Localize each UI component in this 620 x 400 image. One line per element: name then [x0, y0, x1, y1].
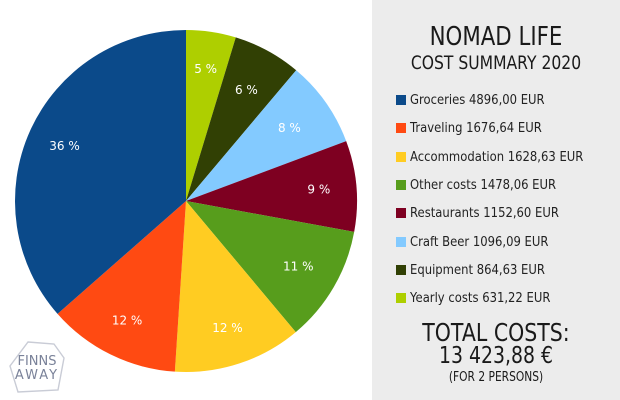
pie-slice-restaurants [186, 141, 357, 232]
page-title: NOMAD LIFE [429, 22, 563, 52]
legend-label: Restaurants 1152,60 EUR [410, 205, 559, 222]
legend-item: Yearly costs 631,22 EUR [396, 284, 612, 312]
total-note: (FOR 2 PERSONS) [448, 370, 544, 385]
page-subtitle: COST SUMMARY 2020 [410, 52, 582, 74]
legend-swatch [396, 293, 406, 304]
pie-percent-label: 9 % [307, 182, 330, 196]
legend-label: Other costs 1478,06 EUR [410, 177, 557, 194]
chart-legend: Groceries 4896,00 EUR Traveling 1676,64 E… [396, 86, 612, 312]
legend-label: Craft Beer 1096,09 EUR [410, 233, 549, 250]
legend-item: Other costs 1478,06 EUR [396, 171, 612, 199]
pie-slice-equipment [186, 37, 297, 202]
legend-label: Accommodation 1628,63 EUR [410, 148, 584, 165]
legend-item: Traveling 1676,64 EUR [396, 114, 612, 142]
legend-swatch [396, 208, 406, 219]
legend-item: Groceries 4896,00 EUR [396, 86, 612, 114]
legend-label: Traveling 1676,64 EUR [410, 120, 542, 137]
finns-away-logo: FINNS AWAY [6, 338, 68, 396]
logo-text-line2: AWAY [15, 368, 59, 383]
pie-percent-label: 5 % [194, 62, 217, 76]
pie-percent-label: 12 % [112, 314, 143, 328]
total-label: TOTAL COSTS: [422, 318, 570, 347]
pie-slice-accommodation [174, 201, 296, 372]
pie-percent-label: 11 % [283, 259, 314, 273]
legend-swatch [396, 180, 406, 191]
legend-swatch [396, 151, 406, 162]
legend-label: Yearly costs 631,22 EUR [410, 290, 551, 307]
legend-swatch [396, 95, 406, 106]
pie-percent-label: 6 % [235, 83, 258, 97]
legend-item: Accommodation 1628,63 EUR [396, 143, 612, 171]
legend-item: Craft Beer 1096,09 EUR [396, 227, 612, 255]
summary-panel: NOMAD LIFE COST SUMMARY 2020 Groceries 4… [372, 0, 620, 400]
pie-slice-yearly-costs [186, 30, 236, 201]
pie-slice-other-costs [186, 201, 355, 333]
logo-text-line1: FINNS [17, 354, 56, 369]
legend-label: Groceries 4896,00 EUR [410, 92, 545, 109]
legend-item: Equipment 864,63 EUR [396, 256, 612, 284]
pie-percent-label: 36 % [49, 139, 80, 153]
pie-slice-traveling [57, 201, 186, 372]
pie-chart: 5 % 6 % 8 % 9 % 11 % 12 % 12 % 36 % [14, 30, 357, 372]
pie-percent-label: 12 % [212, 321, 243, 335]
legend-swatch [396, 236, 406, 247]
total-amount: 13 423,88 € [439, 343, 553, 369]
pie-slice-groceries [14, 30, 186, 314]
pie-slice-craft-beer [186, 70, 347, 201]
legend-label: Equipment 864,63 EUR [410, 261, 545, 278]
pie-percent-label: 8 % [278, 121, 301, 135]
legend-swatch [396, 264, 406, 275]
legend-item: Restaurants 1152,60 EUR [396, 199, 612, 227]
legend-swatch [396, 123, 406, 134]
